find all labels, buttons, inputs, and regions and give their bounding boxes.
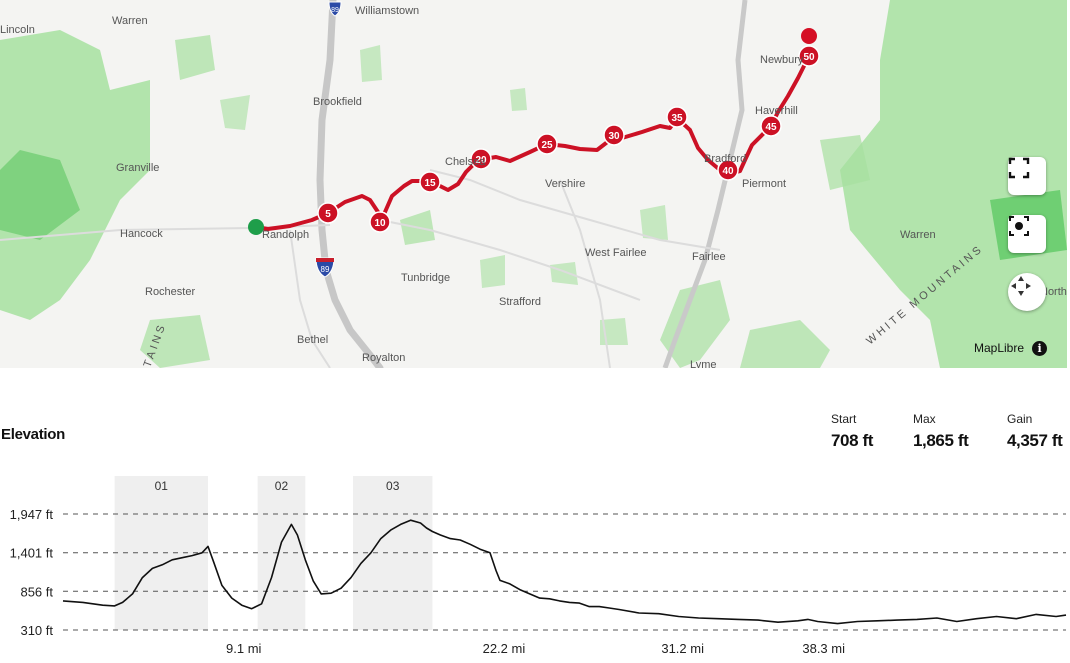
x-tick-label: 22.2 mi [483,641,526,656]
compass-button[interactable] [1008,273,1046,311]
route-start-marker[interactable] [248,219,264,235]
map-canvas[interactable]: 5 10 15 20 25 30 35 40 45 50 89 89 Warren Lincoln… [0,0,1067,368]
climb-label: 02 [275,479,289,493]
attribution-label[interactable]: MapLibre [974,341,1025,355]
stat-max-value: 1,865 ft [913,431,969,450]
stat-gain: Gain 4,357 ft [1007,412,1063,451]
mile-marker-label: 25 [541,140,553,151]
place-newbury: Newbury [760,54,804,66]
mile-marker-label: 5 [325,209,331,220]
route-end-marker[interactable] [801,28,817,44]
highway-shield-north: 89 [328,1,342,17]
elevation-panel: Elevation Start 708 ft Max 1,865 ft Gain… [0,368,1070,663]
place-fairlee: Fairlee [692,251,726,263]
place-warren-west: Warren [112,15,148,27]
stat-start-value: 708 ft [831,431,874,450]
stat-max: Max 1,865 ft [913,412,969,451]
climb-band[interactable] [114,476,208,630]
y-tick-label: 1,401 ft [10,546,54,561]
place-lyme: Lyme [690,359,717,368]
place-north: North [1040,286,1067,298]
place-bethel: Bethel [297,334,328,346]
highway-shield-south-label: 89 [321,265,330,274]
mile-marker[interactable] [419,171,441,193]
mile-markers: 5 10 15 20 25 30 35 40 45 50 [317,45,820,233]
elevation-chart[interactable]: 01 02 03 1,947 ft 1,401 ft 856 ft 310 ft 9.1 mi… [0,368,1070,663]
elevation-title: Elevation [1,426,65,443]
mile-marker-label: 10 [374,218,386,229]
place-brookfield: Brookfield [313,96,362,108]
highway-shield-south: 89 [315,257,335,278]
mile-marker-label: 50 [803,52,815,63]
y-tick-label: 856 ft [20,584,53,599]
mile-marker[interactable] [666,106,688,128]
mile-marker[interactable] [470,148,492,170]
mile-marker[interactable] [717,159,739,181]
route-line [254,48,812,231]
fullscreen-icon [1008,157,1030,179]
climb-label: 03 [386,479,400,493]
interstate-89 [316,0,384,368]
x-tick-label: 38.3 mi [802,641,845,656]
place-granville: Granville [116,162,159,174]
climb-label: 01 [155,479,169,493]
compass-icon [1011,276,1031,296]
stat-max-label: Max [913,412,936,426]
stat-gain-value: 4,357 ft [1007,431,1063,450]
elevation-profile-line[interactable] [62,519,1067,625]
place-strafford: Strafford [499,296,541,308]
mile-marker[interactable] [603,124,625,146]
stat-start-label: Start [831,412,857,426]
stat-gain-label: Gain [1007,412,1033,426]
mile-marker[interactable] [798,45,820,67]
place-randolph: Randolph [262,229,309,241]
place-warren-east: Warren [900,229,936,241]
mile-marker-label: 15 [424,178,436,189]
place-vershire: Vershire [545,178,585,190]
place-rochester: Rochester [145,286,195,298]
mile-marker-label: 40 [722,166,734,177]
highway-shield-north-label: 89 [331,7,339,14]
locate-button[interactable] [1008,215,1046,253]
forest-areas [0,0,1067,368]
place-west-fairlee: West Fairlee [585,247,647,259]
y-tick-label: 1,947 ft [10,507,54,522]
x-tick-label: 9.1 mi [226,641,262,656]
connecticut-river-valley [662,0,748,368]
place-piermont: Piermont [742,178,786,190]
x-tick-label: 31.2 mi [661,641,704,656]
place-hancock: Hancock [120,228,163,240]
place-haverhill: Haverhill [755,105,798,117]
fullscreen-button[interactable] [1008,157,1046,195]
place-chelsea: Chelsea [445,156,486,168]
map[interactable]: 5 10 15 20 25 30 35 40 45 50 89 89 Warren Lincoln… [0,0,1067,368]
mile-marker[interactable] [317,202,339,224]
place-lincoln: Lincoln [0,24,35,36]
place-tunbridge: Tunbridge [401,272,450,284]
place-bradford: Bradford [704,153,746,165]
mile-marker-label: 35 [671,113,683,124]
y-tick-label: 310 ft [20,623,53,638]
locate-icon [1009,216,1029,236]
mile-marker-label: 45 [765,122,777,133]
place-williamstown: Williamstown [355,5,419,17]
mile-marker[interactable] [760,115,782,137]
mile-marker-label: 20 [475,155,487,166]
map-attribution[interactable]: MapLibre i [974,337,1048,359]
place-royalton: Royalton [362,352,405,364]
mile-marker-label: 30 [608,131,620,142]
info-icon[interactable]: i [1032,340,1048,356]
mile-marker[interactable] [369,211,391,233]
mile-marker[interactable] [536,133,558,155]
stat-start: Start 708 ft [831,412,873,451]
